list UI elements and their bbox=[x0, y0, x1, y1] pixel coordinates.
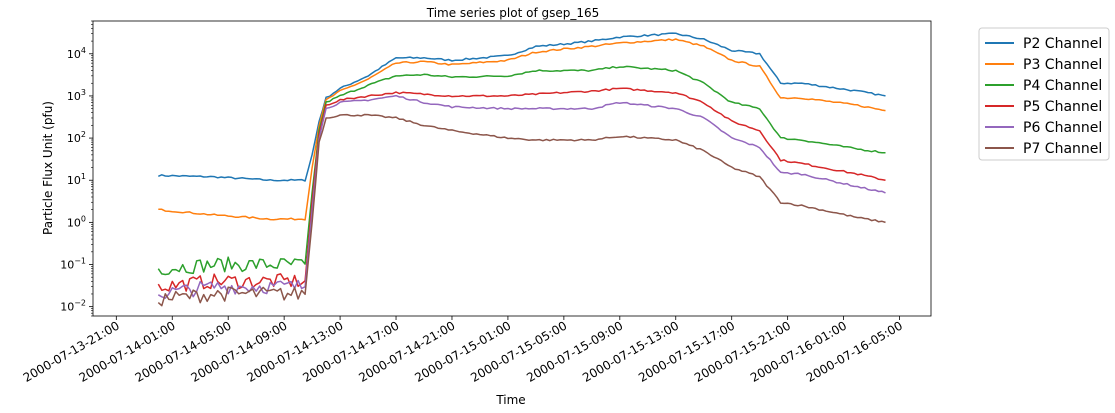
series-line-p2-channel bbox=[158, 32, 886, 182]
x-tick-label: 2000-07-14-13:00 bbox=[244, 318, 345, 384]
series-line-p5-channel bbox=[157, 87, 886, 292]
y-tick-label: 10−1 bbox=[60, 257, 86, 272]
series-line-p4-channel bbox=[157, 65, 886, 276]
legend-label: P5 Channel bbox=[1023, 99, 1102, 115]
axes-ticks: 10−210−11001011021031042000-07-13-21:002… bbox=[21, 20, 905, 385]
y-tick-label: 102 bbox=[67, 130, 86, 145]
x-tick-label: 2000-07-15-17:00 bbox=[636, 318, 737, 384]
legend-label: P7 Channel bbox=[1023, 141, 1102, 157]
legend-label: P2 Channel bbox=[1023, 36, 1102, 52]
y-tick-label: 103 bbox=[67, 88, 86, 103]
chart-title: Time series plot of gsep_165 bbox=[426, 6, 600, 20]
plot-frame bbox=[92, 20, 932, 317]
x-tick-label: 2000-07-14-21:00 bbox=[356, 318, 457, 384]
legend-label: P4 Channel bbox=[1023, 78, 1102, 94]
x-tick-label: 2000-07-15-09:00 bbox=[524, 318, 625, 384]
x-tick-label: 2000-07-15-13:00 bbox=[580, 318, 681, 384]
y-tick-label: 104 bbox=[67, 46, 86, 61]
x-tick-label: 2000-07-14-17:00 bbox=[300, 318, 401, 384]
x-tick-label: 2000-07-16-05:00 bbox=[804, 318, 905, 384]
x-tick-label: 2000-07-15-21:00 bbox=[692, 318, 793, 384]
x-tick-label: 2000-07-14-01:00 bbox=[77, 318, 178, 384]
legend-label: P6 Channel bbox=[1023, 120, 1102, 136]
x-axis-label: Time bbox=[495, 393, 525, 407]
x-tick-label: 2000-07-16-01:00 bbox=[748, 318, 849, 384]
plot-lines bbox=[157, 32, 886, 307]
legend-label: P3 Channel bbox=[1023, 57, 1102, 73]
x-tick-label: 2000-07-13-21:00 bbox=[21, 318, 122, 384]
x-tick-label: 2000-07-15-01:00 bbox=[412, 318, 513, 384]
series-line-p6-channel bbox=[157, 94, 886, 299]
y-tick-label: 10−2 bbox=[60, 299, 86, 314]
legend: P2 Channel P3 Channel P4 Channel P5 Channel… bbox=[978, 27, 1110, 161]
x-tick-label: 2000-07-14-09:00 bbox=[189, 318, 290, 384]
series-line-p7-channel bbox=[157, 113, 886, 307]
y-tick-label: 101 bbox=[67, 172, 86, 187]
x-tick-label: 2000-07-14-05:00 bbox=[133, 318, 234, 384]
y-axis-label: Particle Flux Unit (pfu) bbox=[41, 101, 55, 235]
y-tick-label: 100 bbox=[67, 214, 86, 229]
x-tick-label: 2000-07-15-05:00 bbox=[468, 318, 569, 384]
series-line-p3-channel bbox=[158, 38, 886, 221]
